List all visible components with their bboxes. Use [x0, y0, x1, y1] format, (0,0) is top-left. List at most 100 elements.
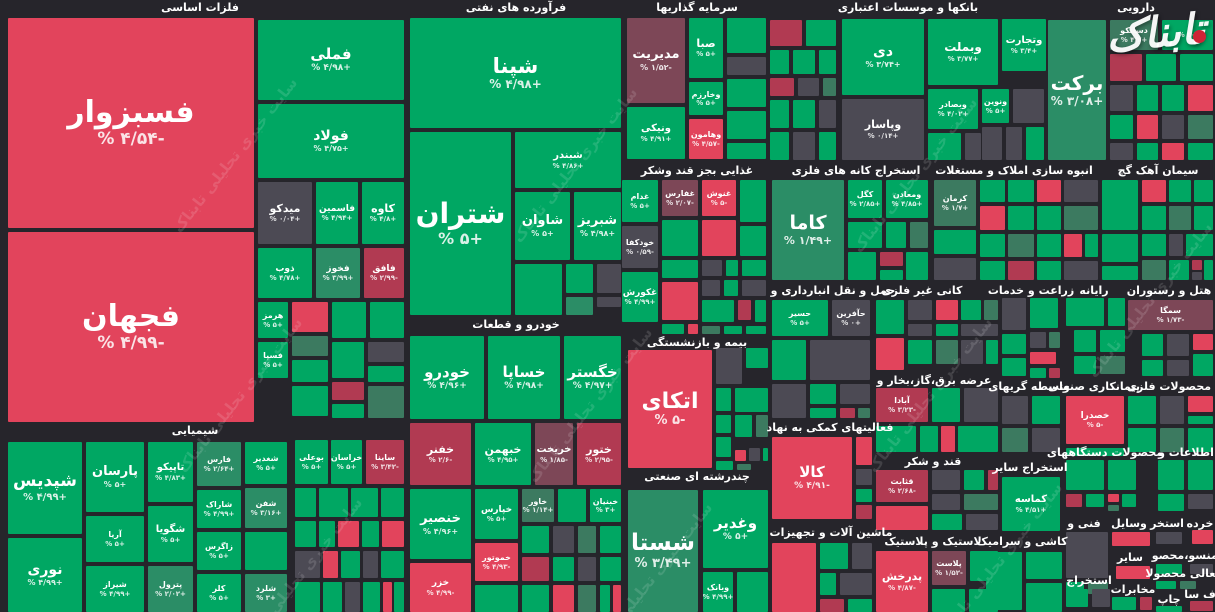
tile-unlabeled[interactable] [332, 404, 364, 418]
tile-unlabeled[interactable] [245, 532, 287, 570]
tile-unlabeled[interactable] [886, 222, 906, 248]
tile-unlabeled[interactable] [858, 408, 870, 418]
tile-صبا[interactable]: صبا +۵ % [689, 18, 723, 78]
tile-شاوان[interactable]: شاوان +۵ % [515, 192, 570, 260]
tile-unlabeled[interactable] [1162, 85, 1184, 111]
tile-unlabeled[interactable] [936, 324, 958, 336]
tile-unlabeled[interactable] [1002, 334, 1026, 354]
tile-unlabeled[interactable] [798, 78, 819, 96]
tile-unlabeled[interactable] [770, 20, 802, 46]
tile-unlabeled[interactable] [1002, 428, 1028, 452]
tile-unlabeled[interactable] [908, 324, 932, 336]
tile-unlabeled[interactable] [932, 589, 965, 612]
tile-unlabeled[interactable] [1160, 428, 1184, 452]
tile-unlabeled[interactable] [793, 100, 815, 128]
tile-unlabeled[interactable] [961, 340, 983, 364]
tile-فاسمین[interactable]: فاسمین +۴/۹۴ % [316, 182, 358, 244]
tile-unlabeled[interactable] [1156, 606, 1182, 612]
tile-unlabeled[interactable] [662, 220, 698, 256]
tile-unlabeled[interactable] [1188, 494, 1213, 509]
tile-کگل[interactable]: کگل +۲/۸۵ % [848, 180, 882, 218]
tile-unlabeled[interactable] [958, 426, 998, 452]
tile-شستا[interactable]: شستا +۳/۴۹ % [628, 490, 698, 612]
tile-وبانک[interactable]: وبانک +۴/۹۹ % [703, 572, 733, 612]
tile-unlabeled[interactable] [351, 488, 378, 517]
tile-unlabeled[interactable] [724, 326, 742, 334]
tile-خاور[interactable]: خاور +۱/۱۴ % [522, 489, 554, 522]
tile-unlabeled[interactable] [980, 180, 1005, 202]
tile-unlabeled[interactable] [1167, 360, 1189, 376]
tile-unlabeled[interactable] [662, 260, 698, 278]
tile-unlabeled[interactable] [934, 230, 976, 254]
tile-پدرخش[interactable]: پدرخش -۴/۸۷ % [876, 551, 928, 612]
tile-غفارس[interactable]: غفارس -۲/۰۷ % [662, 180, 698, 216]
tile-unlabeled[interactable] [988, 470, 998, 490]
tile-unlabeled[interactable] [716, 437, 731, 457]
tile-unlabeled[interactable] [1192, 530, 1213, 544]
tile-unlabeled[interactable] [381, 488, 404, 517]
tile-unlabeled[interactable] [578, 585, 596, 612]
tile-unlabeled[interactable] [363, 582, 380, 612]
tile-unlabeled[interactable] [793, 50, 815, 74]
tile-unlabeled[interactable] [1158, 460, 1184, 490]
tile-unlabeled[interactable] [1064, 206, 1098, 230]
tile-unlabeled[interactable] [1049, 368, 1060, 378]
tile-unlabeled[interactable] [716, 461, 733, 470]
tile-unlabeled[interactable] [1100, 330, 1125, 352]
tile-unlabeled[interactable] [1032, 428, 1060, 452]
tile-وبصادر[interactable]: وبصادر +۴/۰۲ % [928, 89, 978, 129]
tile-حآفرین[interactable]: حآفرین +۰ % [832, 300, 870, 336]
tile-unlabeled[interactable] [292, 302, 328, 332]
tile-unlabeled[interactable] [370, 302, 404, 338]
tile-unlabeled[interactable] [928, 133, 961, 160]
tile-unlabeled[interactable] [1074, 330, 1096, 352]
tile-unlabeled[interactable] [735, 450, 746, 461]
tile-unlabeled[interactable] [475, 585, 518, 612]
tile-unlabeled[interactable] [1032, 396, 1060, 424]
tile-قثابت[interactable]: قثابت -۲/۶۸ % [876, 470, 928, 502]
tile-unlabeled[interactable] [934, 258, 976, 280]
tile-unlabeled[interactable] [1110, 143, 1133, 160]
tile-unlabeled[interactable] [702, 220, 736, 256]
tile-unlabeled[interactable] [848, 599, 872, 612]
tile-unlabeled[interactable] [770, 78, 794, 96]
tile-unlabeled[interactable] [292, 386, 328, 416]
tile-unlabeled[interactable] [820, 543, 848, 569]
tile-آبادا[interactable]: آبادا -۳/۲۳ % [876, 388, 928, 422]
tile-unlabeled[interactable] [1092, 589, 1110, 607]
tile-ونوین[interactable]: ونوین +۵ % [982, 89, 1009, 123]
tile-تاپیکو[interactable]: تاپیکو +۴/۸۳ % [148, 442, 193, 502]
tile-unlabeled[interactable] [1194, 180, 1213, 202]
tile-unlabeled[interactable] [1180, 54, 1213, 81]
tile-unlabeled[interactable] [295, 521, 316, 547]
tile-خودرو[interactable]: خودرو +۴/۹۶ % [410, 336, 484, 419]
tile-unlabeled[interactable] [1066, 494, 1082, 507]
tile-unlabeled[interactable] [553, 557, 574, 581]
tile-شبندر[interactable]: شبندر +۴/۸۶ % [515, 132, 621, 188]
tile-unlabeled[interactable] [1102, 180, 1138, 230]
tile-unlabeled[interactable] [578, 526, 596, 553]
tile-unlabeled[interactable] [1037, 206, 1061, 230]
tile-unlabeled[interactable] [1192, 260, 1202, 270]
tile-unlabeled[interactable] [1108, 494, 1119, 502]
tile-unlabeled[interactable] [345, 582, 360, 612]
tile-unlabeled[interactable] [1108, 298, 1125, 326]
tile-unlabeled[interactable] [1037, 180, 1061, 202]
tile-unlabeled[interactable] [1194, 206, 1213, 230]
tile-هرمز[interactable]: هرمز +۵ % [258, 302, 288, 338]
tile-ومعادن[interactable]: ومعادن +۴/۸۵ % [886, 180, 928, 218]
tile-unlabeled[interactable] [727, 111, 766, 139]
tile-سمگا[interactable]: سمگا -۱/۷۳ % [1128, 300, 1213, 330]
tile-unlabeled[interactable] [341, 551, 360, 578]
tile-unlabeled[interactable] [332, 342, 364, 378]
tile-unlabeled[interactable] [932, 494, 960, 510]
tile-unlabeled[interactable] [566, 264, 593, 293]
tile-unlabeled[interactable] [980, 261, 1005, 280]
tile-unlabeled[interactable] [1204, 260, 1213, 280]
tile-unlabeled[interactable] [1102, 266, 1138, 280]
tile-unlabeled[interactable] [727, 79, 766, 107]
tile-کاما[interactable]: کاما +۱/۴۹ % [772, 180, 844, 280]
tile-unlabeled[interactable] [876, 338, 904, 370]
tile-unlabeled[interactable] [1030, 332, 1046, 348]
tile-unlabeled[interactable] [819, 50, 836, 74]
